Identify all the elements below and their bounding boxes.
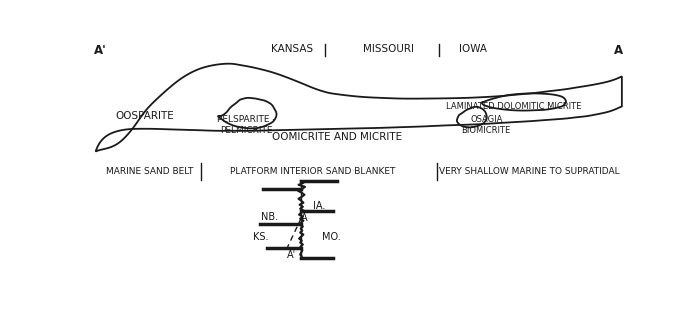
Text: A: A (615, 44, 624, 57)
Text: NB.: NB. (261, 212, 278, 223)
Text: KANSAS: KANSAS (270, 44, 313, 54)
Text: OOSPARITE: OOSPARITE (115, 111, 174, 121)
Text: OSAGIA
BIOMICRITE: OSAGIA BIOMICRITE (461, 115, 511, 135)
Text: MISSOURI: MISSOURI (363, 44, 414, 54)
Text: A': A' (94, 44, 107, 57)
Text: VERY SHALLOW MARINE TO SUPRATIDAL: VERY SHALLOW MARINE TO SUPRATIDAL (440, 166, 620, 176)
Text: OOMICRITE AND MICRITE: OOMICRITE AND MICRITE (272, 132, 402, 142)
Text: KS.: KS. (253, 232, 269, 242)
Text: A: A (301, 213, 307, 223)
Text: IOWA: IOWA (459, 44, 487, 54)
Text: MO.: MO. (322, 232, 341, 242)
Text: IA.: IA. (313, 202, 325, 211)
Text: LAMINATED DOLOMITIC MICRITE: LAMINATED DOLOMITIC MICRITE (446, 102, 581, 111)
Text: PELSPARITE -
PELMICRITE: PELSPARITE - PELMICRITE (217, 115, 276, 135)
Text: PLATFORM INTERIOR SAND BLANKET: PLATFORM INTERIOR SAND BLANKET (230, 166, 396, 176)
Text: A': A' (287, 249, 296, 260)
Text: MARINE SAND BELT: MARINE SAND BELT (106, 166, 194, 176)
